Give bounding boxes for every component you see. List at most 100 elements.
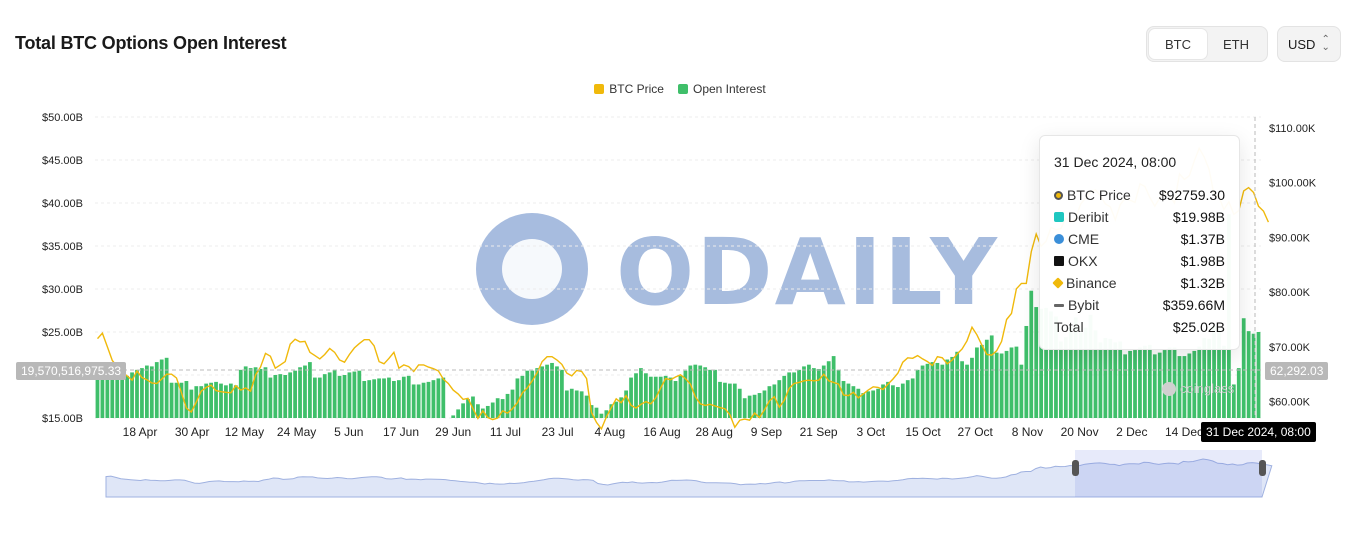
oi-bar bbox=[367, 380, 372, 418]
tooltip-value: $1.37B bbox=[1180, 231, 1225, 247]
oi-bar bbox=[278, 374, 283, 418]
oi-bar bbox=[362, 381, 367, 418]
oi-bar bbox=[238, 369, 243, 418]
tooltip-value: $19.98B bbox=[1172, 209, 1225, 225]
oi-bar bbox=[836, 369, 841, 418]
tooltip-row-btc-price: BTC Price $92759.30 bbox=[1054, 184, 1225, 206]
legend-label-open-interest: Open Interest bbox=[692, 82, 766, 96]
oi-bar bbox=[1093, 330, 1098, 418]
x-tick-label: 3 Oct bbox=[856, 425, 885, 439]
oi-bar bbox=[1073, 317, 1078, 418]
tooltip-value: $359.66M bbox=[1162, 297, 1225, 313]
btc-price-icon bbox=[1054, 190, 1063, 200]
oi-bar bbox=[624, 390, 629, 418]
x-tick-label: 17 Jun bbox=[383, 425, 419, 439]
tooltip-row-bybit: Bybit $359.66M bbox=[1054, 294, 1225, 316]
currency-select[interactable]: USD ⌃ ⌄ bbox=[1277, 26, 1341, 62]
tooltip-total-value: $25.02B bbox=[1172, 319, 1225, 335]
oi-bar bbox=[673, 381, 678, 418]
slider-handle-left[interactable] bbox=[1072, 460, 1079, 476]
oi-bar bbox=[1138, 347, 1142, 418]
oi-bar bbox=[1019, 364, 1024, 418]
tooltip-value: $1.32B bbox=[1180, 275, 1225, 291]
oi-bar bbox=[268, 377, 273, 418]
okx-icon bbox=[1054, 256, 1064, 266]
oi-bar bbox=[648, 376, 653, 418]
oi-bar bbox=[1059, 341, 1063, 418]
left-tick-label: $45.00B bbox=[42, 155, 83, 167]
oi-bar bbox=[485, 405, 490, 418]
oi-bar bbox=[644, 373, 648, 418]
slider-handle-right[interactable] bbox=[1259, 460, 1266, 476]
crosshair-date-label: 31 Dec 2024, 08:00 bbox=[1201, 422, 1316, 442]
oi-bar bbox=[915, 369, 920, 418]
legend-item-open-interest[interactable]: Open Interest bbox=[677, 82, 766, 96]
oi-bar bbox=[1108, 338, 1113, 418]
oi-bar bbox=[233, 385, 238, 418]
oi-bar bbox=[1231, 384, 1236, 418]
oi-bar bbox=[762, 390, 767, 418]
oi-bar bbox=[535, 368, 540, 418]
oi-bar bbox=[560, 369, 564, 418]
right-tick-label: $70.00K bbox=[1269, 342, 1311, 354]
oi-bar bbox=[614, 401, 619, 418]
left-tick-label: $50.00B bbox=[42, 112, 83, 124]
oi-bar bbox=[406, 375, 411, 418]
oi-bar bbox=[550, 362, 554, 418]
oi-bar bbox=[999, 353, 1004, 418]
oi-bar bbox=[149, 366, 154, 418]
oi-bar bbox=[925, 363, 930, 418]
oi-bar bbox=[1222, 345, 1226, 418]
legend-item-btc-price[interactable]: BTC Price bbox=[594, 82, 664, 96]
left-tick-label: $40.00B bbox=[42, 198, 83, 210]
chart-legend: BTC Price Open Interest bbox=[0, 82, 1360, 96]
oi-bar bbox=[283, 375, 288, 418]
asset-btc-button[interactable]: BTC bbox=[1149, 29, 1207, 59]
oi-bar bbox=[826, 361, 831, 418]
oi-bar bbox=[436, 378, 441, 418]
left-tick-label: $35.00B bbox=[42, 241, 83, 253]
oi-bar bbox=[495, 398, 500, 418]
oi-bar bbox=[668, 377, 673, 418]
tooltip-label: Bybit bbox=[1068, 297, 1100, 313]
oi-bar bbox=[1098, 342, 1103, 418]
oi-bar bbox=[209, 382, 213, 418]
oi-bar bbox=[1103, 338, 1108, 418]
oi-bar bbox=[846, 383, 851, 418]
oi-bar bbox=[1236, 368, 1241, 418]
x-tick-label: 21 Sep bbox=[800, 425, 838, 439]
oi-bar bbox=[115, 368, 120, 418]
oi-bar bbox=[564, 390, 569, 418]
oi-bar bbox=[461, 403, 465, 418]
oi-bar bbox=[228, 383, 233, 418]
oi-bar bbox=[184, 381, 189, 418]
oi-bar bbox=[594, 407, 599, 418]
oi-bar bbox=[1009, 347, 1014, 418]
oi-bar bbox=[431, 380, 436, 418]
oi-bar bbox=[979, 344, 984, 418]
x-tick-label: 11 Jul bbox=[490, 425, 521, 439]
oi-bar bbox=[683, 370, 688, 418]
oi-bar bbox=[891, 385, 895, 418]
oi-bar bbox=[159, 359, 164, 418]
oi-bar bbox=[530, 370, 535, 418]
x-tick-label: 15 Oct bbox=[905, 425, 941, 439]
oi-bar bbox=[742, 398, 747, 418]
oi-bar bbox=[387, 377, 391, 418]
oi-bar bbox=[510, 389, 515, 418]
oi-bar bbox=[658, 376, 663, 418]
oi-bar bbox=[1187, 353, 1192, 418]
oi-bar bbox=[243, 366, 248, 418]
asset-eth-button[interactable]: ETH bbox=[1223, 36, 1249, 52]
oi-bar bbox=[619, 397, 624, 418]
oi-bar bbox=[411, 384, 416, 418]
oi-bar bbox=[900, 383, 905, 418]
oi-bar bbox=[1118, 341, 1123, 418]
oi-bar bbox=[1034, 307, 1039, 418]
crosshair-right-value: 62,292.03 bbox=[1265, 362, 1329, 380]
oi-bar bbox=[599, 413, 604, 418]
oi-bar bbox=[861, 393, 866, 418]
oi-bar bbox=[1217, 330, 1221, 418]
oi-bar bbox=[604, 410, 609, 418]
tooltip-label: OKX bbox=[1068, 253, 1098, 269]
